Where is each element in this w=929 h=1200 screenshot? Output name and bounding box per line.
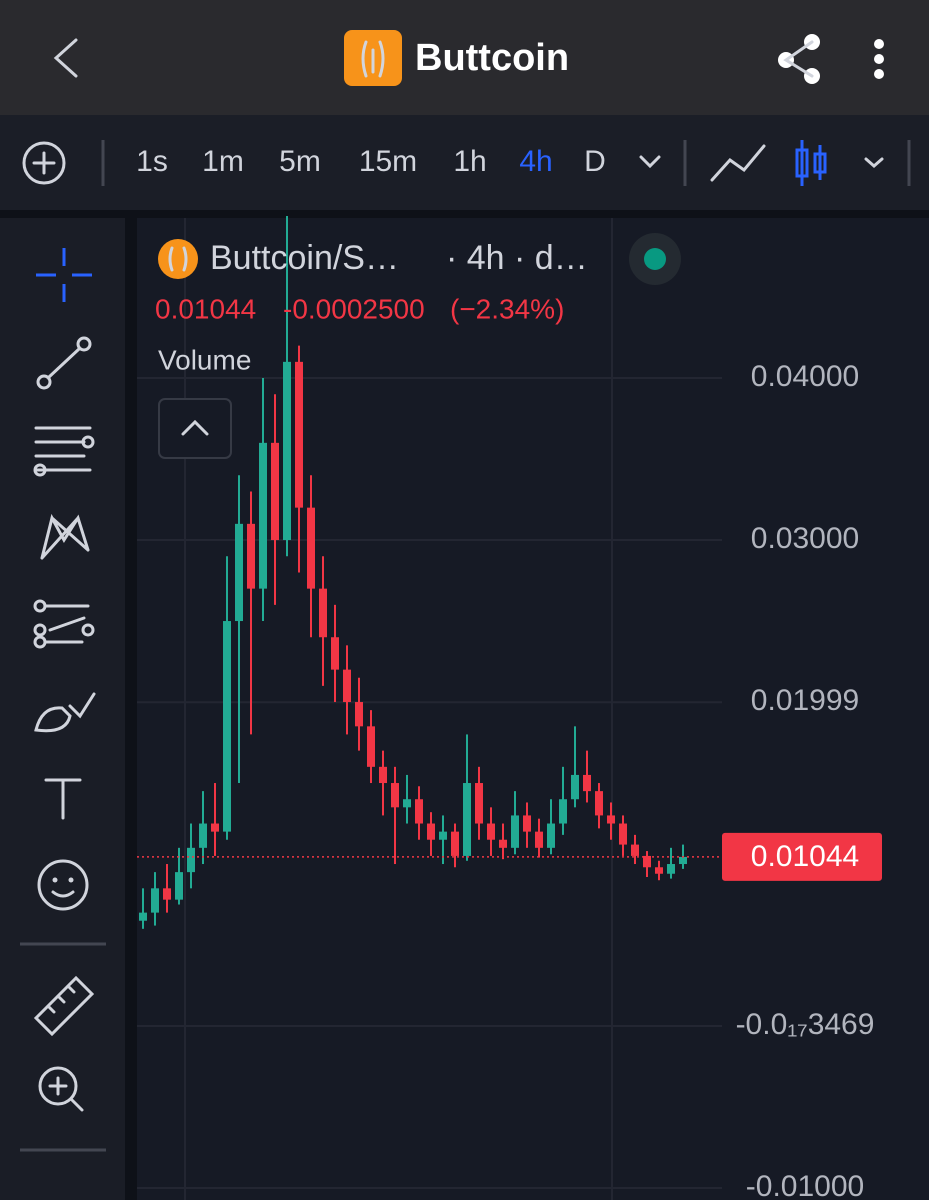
candle-body: [607, 815, 615, 824]
interval-button[interactable]: 5m: [279, 145, 321, 178]
share-button[interactable]: [778, 34, 820, 84]
y-tick-label: -0.01000: [746, 1170, 864, 1200]
coin-logo-mark: [361, 40, 385, 78]
candle-body: [163, 888, 171, 900]
candle-body: [451, 831, 459, 856]
candle-body: [403, 799, 411, 808]
candle-body: [223, 621, 231, 832]
interval-button[interactable]: D: [584, 145, 606, 178]
candle-body: [139, 912, 147, 921]
candle-body: [523, 815, 531, 832]
legend-change: -0.0002500: [283, 293, 425, 324]
candle-body: [667, 864, 675, 874]
candle-body: [655, 867, 663, 874]
collapse-icon: [181, 419, 209, 436]
collapse-legend-button[interactable]: [158, 398, 232, 459]
candle-body: [427, 823, 435, 840]
candle-body: [475, 783, 483, 824]
candle-body: [643, 855, 651, 868]
candle-body: [415, 799, 423, 824]
candle-body: [319, 588, 327, 638]
candle-body: [367, 726, 375, 767]
candle-body: [535, 831, 543, 848]
toolbar: [0, 115, 929, 210]
y-tick-label: 0.04000: [751, 360, 859, 393]
candle-body: [175, 872, 183, 900]
candle-body: [619, 823, 627, 845]
add-symbol-button[interactable]: [22, 141, 66, 185]
app-bar: [0, 0, 929, 115]
candle-body: [151, 888, 159, 913]
y-tick-label: 0.03000: [751, 522, 859, 555]
candle-body: [355, 702, 363, 727]
legend-meta: · 4h · d…: [446, 239, 588, 277]
candle-body: [211, 823, 219, 832]
fib-tool[interactable]: [33, 426, 95, 477]
menu-button[interactable]: [874, 39, 884, 79]
legend-price: 0.01044: [155, 293, 256, 324]
candle-body: [559, 799, 567, 824]
chart-pane: [137, 218, 929, 1200]
trend-line-tool[interactable]: [36, 336, 92, 390]
candle-body: [511, 815, 519, 848]
candle-body: [547, 823, 555, 848]
ruler-tool[interactable]: [33, 975, 95, 1037]
candle-body: [187, 847, 195, 873]
candle-body: [463, 783, 471, 856]
interval-button[interactable]: 15m: [359, 145, 417, 178]
candle-body: [439, 831, 447, 840]
interval-button[interactable]: 1h: [453, 145, 486, 178]
candle-body: [379, 766, 387, 784]
brush-tool[interactable]: [34, 692, 96, 733]
candle-body: [499, 839, 507, 848]
y-tick-label: 0.01999: [751, 684, 859, 717]
legend-logo-mark: [168, 246, 188, 272]
candle-body: [679, 856, 687, 865]
interval-dropdown[interactable]: [639, 155, 661, 169]
candle-body: [199, 823, 207, 848]
candle-body: [307, 507, 315, 589]
legend-change-percent: (−2.34%): [450, 293, 564, 324]
pattern-tool[interactable]: [40, 513, 90, 560]
market-status-dot: [644, 248, 666, 270]
line-chart-button[interactable]: [710, 144, 766, 182]
legend-symbol[interactable]: Buttcoin/S…: [210, 239, 399, 277]
candle-body: [343, 669, 351, 703]
candle-body: [583, 774, 591, 792]
last-price-label: 0.01044: [751, 840, 859, 873]
candle-body: [487, 823, 495, 840]
interval-button[interactable]: 1s: [136, 145, 168, 178]
interval-button[interactable]: 4h: [519, 145, 552, 178]
candle-body: [595, 791, 603, 816]
app-title: Buttcoin: [415, 37, 569, 79]
candle-body: [295, 361, 303, 508]
chart-type-dropdown[interactable]: [864, 157, 884, 168]
y-tick-label: -0.0₁₇3469: [736, 1008, 875, 1041]
back-button[interactable]: [53, 38, 78, 78]
crosshair-tool[interactable]: [36, 248, 92, 302]
candle-body: [283, 361, 291, 541]
candle-body: [331, 637, 339, 670]
interval-button[interactable]: 1m: [202, 145, 244, 178]
emoji-tool[interactable]: [37, 859, 89, 911]
indicator-label: Volume: [158, 344, 251, 375]
candle-body: [271, 442, 279, 541]
candle-body: [247, 523, 255, 589]
text-tool[interactable]: [44, 778, 82, 820]
candle-body: [391, 783, 399, 808]
candle-body: [631, 844, 639, 856]
candle-body: [259, 442, 267, 589]
candle-body: [571, 774, 579, 800]
legend-logo: [158, 239, 198, 279]
candle-body: [235, 523, 243, 622]
projection-tool[interactable]: [33, 599, 95, 649]
zoom-tool[interactable]: [38, 1066, 84, 1112]
candle-chart-button[interactable]: [795, 140, 827, 186]
last-price-badge: [722, 832, 882, 881]
